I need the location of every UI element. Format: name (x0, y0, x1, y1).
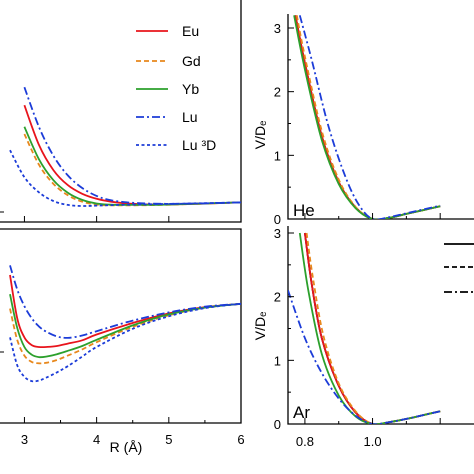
y-tick-label-bottom-right: 1 (274, 353, 281, 368)
series-line-top-right-1 (294, 15, 441, 219)
x-tick-label-right: 1.0 (364, 434, 382, 449)
y-tick-label-top-right: 3 (274, 21, 281, 36)
series-group-bottom-left (9, 265, 241, 383)
panel-top-left (0, 0, 242, 223)
legend-label-4: Lu ³D (182, 137, 216, 153)
series-line-bottom-right-0 (304, 232, 441, 424)
legend-label-1: Gd (182, 53, 201, 69)
series-line-top-left-0 (23, 104, 241, 206)
series-line-bottom-left-3 (9, 265, 241, 339)
panel-bottom-right (287, 226, 474, 425)
series-line-top-left-4 (9, 149, 241, 207)
series-line-top-right-2 (295, 15, 441, 219)
series-line-bottom-right-4 (288, 290, 441, 424)
series-group-top-right (293, 15, 441, 219)
x-tick-label-left: 4 (93, 432, 100, 447)
x-tick-label-left: 3 (21, 432, 28, 447)
series-line-bottom-left-0 (9, 274, 241, 349)
legend: Eu Gd Yb Lu Lu ³D (136, 23, 216, 153)
series-line-bottom-right-1 (304, 232, 441, 424)
series-line-top-right-3 (293, 15, 441, 219)
y-tick-label-bottom-right: 3 (274, 226, 281, 241)
y-tick-label-top-right: 2 (274, 85, 281, 100)
series-line-bottom-left-1 (9, 302, 241, 365)
y-axis-label-top-right: V/Dₑ (252, 121, 268, 150)
line-style-key (444, 243, 474, 293)
series-line-top-left-1 (23, 133, 241, 207)
series-line-bottom-left-2 (9, 294, 241, 359)
legend-label-3: Lu (182, 109, 198, 125)
y-tick-label-top-right: 1 (274, 148, 281, 163)
x-axis-label-left: R (Å) (110, 439, 143, 455)
series-group-top-left (9, 86, 241, 207)
series-line-bottom-right-3 (298, 232, 441, 424)
legend-label-0: Eu (182, 23, 199, 39)
legend-label-2: Yb (182, 81, 199, 97)
series-line-top-right-4 (298, 15, 441, 219)
x-tick-label-left: 5 (165, 432, 172, 447)
y-tick-label-bottom-right: 2 (274, 290, 281, 305)
y-axis-label-bottom-right: V/Dₑ (252, 312, 268, 341)
series-group-bottom-right (288, 232, 441, 424)
x-tick-label-right: 0.8 (296, 434, 314, 449)
y-tick-label-top-right: 0 (274, 212, 281, 227)
panel-bottom-left (0, 228, 242, 424)
annotation-ar: Ar (293, 403, 310, 422)
annotation-he: He (293, 201, 315, 220)
series-line-bottom-right-2 (305, 232, 441, 424)
y-tick-label-bottom-right: 0 (274, 417, 281, 432)
series-line-bottom-left-4 (9, 302, 241, 383)
x-tick-label-left: 6 (237, 432, 244, 447)
